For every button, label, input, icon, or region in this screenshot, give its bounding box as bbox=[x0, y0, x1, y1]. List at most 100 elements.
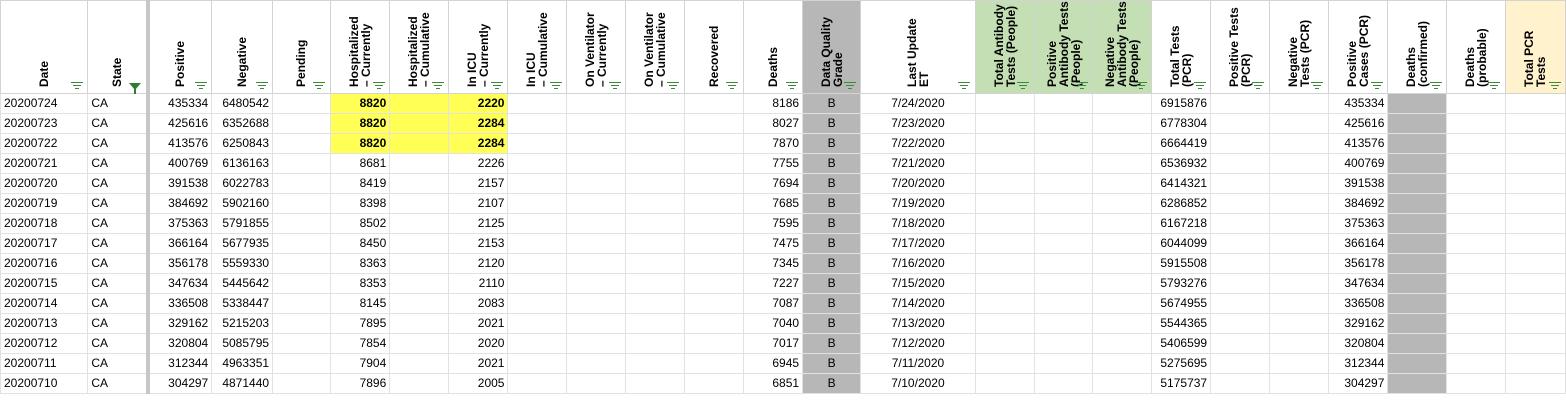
filter-lines-icon[interactable] bbox=[843, 80, 856, 90]
cell-icu-cum[interactable] bbox=[507, 93, 568, 114]
cell-negative[interactable]: 5085795 bbox=[211, 333, 274, 354]
cell-nt-pcr[interactable] bbox=[1268, 213, 1329, 234]
cell-last-update[interactable]: 7/22/2020 bbox=[860, 133, 976, 154]
cell-negative[interactable]: 6352688 bbox=[211, 113, 274, 134]
cell-positive[interactable]: 391538 bbox=[147, 173, 213, 194]
cell-tt-pcr[interactable]: 6664419 bbox=[1151, 133, 1212, 154]
column-header-negative[interactable]: Negative bbox=[211, 0, 274, 94]
cell-positive[interactable]: 413576 bbox=[147, 133, 213, 154]
cell-total-pcr[interactable] bbox=[1504, 173, 1566, 194]
cell-icu-cur[interactable]: 2153 bbox=[448, 233, 509, 254]
cell-last-update[interactable]: 7/14/2020 bbox=[860, 293, 976, 314]
cell-deaths[interactable]: 7475 bbox=[742, 233, 804, 254]
cell-nt-pcr[interactable] bbox=[1268, 373, 1329, 394]
filter-lines-icon[interactable] bbox=[726, 80, 739, 90]
cell-hosp-cur[interactable]: 8681 bbox=[329, 153, 391, 174]
cell-icu-cur[interactable]: 2021 bbox=[448, 353, 509, 374]
cell-ab-neg[interactable] bbox=[1092, 173, 1153, 194]
cell-d-conf[interactable] bbox=[1387, 193, 1448, 214]
filter-lines-icon[interactable] bbox=[1252, 80, 1265, 90]
cell-d-prob[interactable] bbox=[1446, 333, 1506, 354]
cell-d-conf[interactable] bbox=[1387, 153, 1448, 174]
cell-pc-pcr[interactable]: 304297 bbox=[1327, 373, 1389, 394]
column-header-grade[interactable]: Data Quality Grade bbox=[802, 0, 862, 94]
cell-recovered[interactable] bbox=[683, 373, 744, 394]
cell-last-update[interactable]: 7/17/2020 bbox=[860, 233, 976, 254]
cell-vent-cur[interactable] bbox=[566, 173, 627, 194]
cell-icu-cum[interactable] bbox=[507, 353, 568, 374]
cell-negative[interactable]: 4963351 bbox=[211, 353, 274, 374]
cell-tt-pcr[interactable]: 5544365 bbox=[1151, 313, 1212, 334]
cell-date[interactable]: 20200717 bbox=[0, 233, 89, 254]
cell-ab-total[interactable] bbox=[974, 133, 1035, 154]
cell-icu-cum[interactable] bbox=[507, 293, 568, 314]
cell-vent-cur[interactable] bbox=[566, 213, 627, 234]
cell-positive[interactable]: 400769 bbox=[147, 153, 213, 174]
cell-date[interactable]: 20200710 bbox=[0, 373, 89, 394]
filter-lines-icon[interactable] bbox=[1193, 80, 1206, 90]
cell-deaths[interactable]: 8186 bbox=[742, 93, 804, 114]
filter-lines-icon[interactable] bbox=[313, 80, 326, 90]
cell-recovered[interactable] bbox=[683, 253, 744, 274]
column-header-vent-cum[interactable]: On Ventilator – Cumulative bbox=[625, 0, 685, 94]
cell-total-pcr[interactable] bbox=[1504, 233, 1566, 254]
cell-grade[interactable]: B bbox=[802, 293, 862, 314]
cell-vent-cur[interactable] bbox=[566, 153, 627, 174]
cell-state[interactable]: CA bbox=[87, 373, 150, 394]
cell-last-update[interactable]: 7/15/2020 bbox=[860, 273, 976, 294]
cell-nt-pcr[interactable] bbox=[1268, 273, 1329, 294]
cell-ab-neg[interactable] bbox=[1092, 233, 1153, 254]
cell-negative[interactable]: 5791855 bbox=[211, 213, 274, 234]
cell-state[interactable]: CA bbox=[87, 133, 150, 154]
cell-pt-pcr[interactable] bbox=[1210, 173, 1270, 194]
cell-positive[interactable]: 435334 bbox=[147, 93, 213, 114]
cell-d-conf[interactable] bbox=[1387, 233, 1448, 254]
filter-lines-icon[interactable] bbox=[1429, 80, 1442, 90]
cell-pt-pcr[interactable] bbox=[1210, 153, 1270, 174]
cell-pc-pcr[interactable]: 384692 bbox=[1327, 193, 1389, 214]
cell-last-update[interactable]: 7/18/2020 bbox=[860, 213, 976, 234]
cell-ab-pos[interactable] bbox=[1033, 213, 1094, 234]
cell-recovered[interactable] bbox=[683, 153, 744, 174]
cell-total-pcr[interactable] bbox=[1504, 213, 1566, 234]
cell-total-pcr[interactable] bbox=[1504, 353, 1566, 374]
cell-tt-pcr[interactable]: 5915508 bbox=[1151, 253, 1212, 274]
cell-pt-pcr[interactable] bbox=[1210, 233, 1270, 254]
cell-pt-pcr[interactable] bbox=[1210, 273, 1270, 294]
cell-recovered[interactable] bbox=[683, 273, 744, 294]
cell-total-pcr[interactable] bbox=[1504, 333, 1566, 354]
cell-pending[interactable] bbox=[272, 353, 331, 374]
cell-vent-cur[interactable] bbox=[566, 353, 627, 374]
cell-d-prob[interactable] bbox=[1446, 293, 1506, 314]
cell-total-pcr[interactable] bbox=[1504, 293, 1566, 314]
cell-hosp-cur[interactable]: 8145 bbox=[329, 293, 391, 314]
cell-ab-pos[interactable] bbox=[1033, 93, 1094, 114]
column-header-icu-cur[interactable]: In ICU – Currently bbox=[448, 0, 509, 94]
cell-pc-pcr[interactable]: 400769 bbox=[1327, 153, 1389, 174]
cell-ab-pos[interactable] bbox=[1033, 193, 1094, 214]
cell-total-pcr[interactable] bbox=[1504, 273, 1566, 294]
cell-icu-cur[interactable]: 2284 bbox=[448, 113, 509, 134]
cell-d-conf[interactable] bbox=[1387, 313, 1448, 334]
cell-ab-pos[interactable] bbox=[1033, 133, 1094, 154]
cell-tt-pcr[interactable]: 5406599 bbox=[1151, 333, 1212, 354]
column-header-ab-neg[interactable]: Negative Antibody Tests (People) bbox=[1092, 0, 1153, 94]
filter-lines-icon[interactable] bbox=[1370, 80, 1383, 90]
cell-deaths[interactable]: 6851 bbox=[742, 373, 804, 394]
cell-vent-cur[interactable] bbox=[566, 273, 627, 294]
cell-state[interactable]: CA bbox=[87, 333, 150, 354]
cell-d-conf[interactable] bbox=[1387, 213, 1448, 234]
filter-lines-icon[interactable] bbox=[372, 80, 385, 90]
cell-icu-cum[interactable] bbox=[507, 213, 568, 234]
cell-total-pcr[interactable] bbox=[1504, 93, 1566, 114]
cell-recovered[interactable] bbox=[683, 173, 744, 194]
cell-icu-cur[interactable]: 2120 bbox=[448, 253, 509, 274]
cell-icu-cur[interactable]: 2110 bbox=[448, 273, 509, 294]
cell-last-update[interactable]: 7/10/2020 bbox=[860, 373, 976, 394]
cell-hosp-cum[interactable] bbox=[389, 353, 450, 374]
cell-grade[interactable]: B bbox=[802, 313, 862, 334]
cell-pending[interactable] bbox=[272, 233, 331, 254]
cell-vent-cum[interactable] bbox=[625, 333, 685, 354]
cell-recovered[interactable] bbox=[683, 113, 744, 134]
cell-ab-total[interactable] bbox=[974, 173, 1035, 194]
